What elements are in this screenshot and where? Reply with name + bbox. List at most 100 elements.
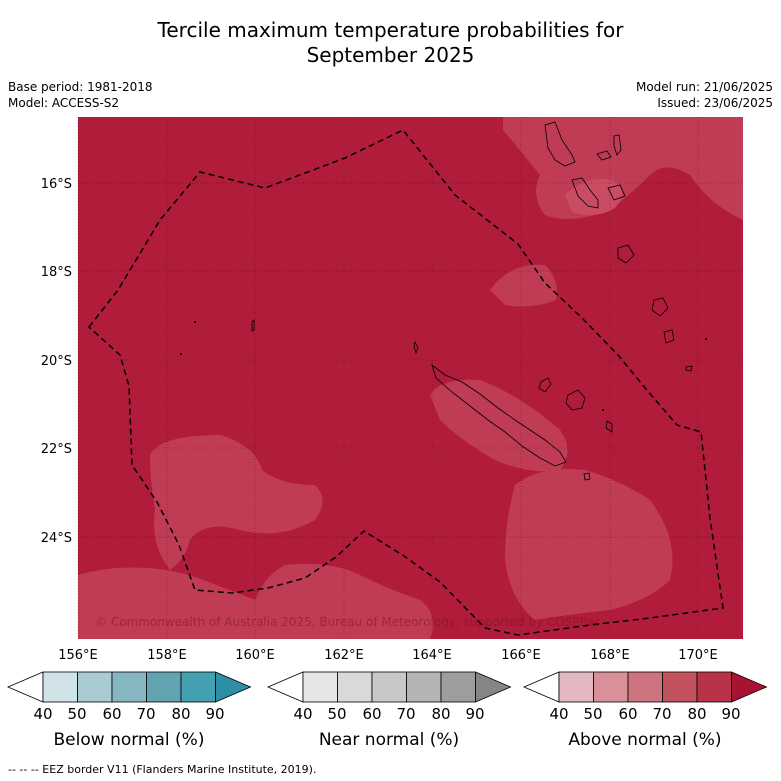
lon-label: 156°E xyxy=(58,648,98,663)
title-line-2: September 2025 xyxy=(306,43,475,67)
vanuatu-island-b xyxy=(613,134,622,156)
lon-label: 160°E xyxy=(235,648,275,663)
colorbar-near xyxy=(266,671,512,703)
colorbar-segment xyxy=(440,671,476,703)
colorbar-segment xyxy=(302,671,338,703)
efate-outline xyxy=(617,244,635,264)
tick-label: 60 xyxy=(618,705,638,723)
colorbar-extend-low xyxy=(266,671,304,703)
colorbar-segment xyxy=(77,671,113,703)
mare-outline xyxy=(565,389,586,411)
tick-label: 80 xyxy=(687,705,707,723)
model-name: Model: ACCESS-S2 xyxy=(8,96,120,110)
colorbar-segment xyxy=(371,671,407,703)
island-north-nc xyxy=(413,340,419,355)
colorbar-segment xyxy=(627,671,663,703)
patch-southwest xyxy=(150,435,323,570)
tick-label: 50 xyxy=(67,705,87,723)
coastlines xyxy=(251,121,693,481)
colorbar-extend-high xyxy=(475,671,512,703)
colorbar-segment xyxy=(146,671,182,703)
colorbar-near-label: Near normal (%) xyxy=(318,730,460,750)
tick-label: 40 xyxy=(33,705,53,723)
footer-legend: -- -- -- EEZ border V11 (Flanders Marine… xyxy=(8,763,317,776)
tick-label: 70 xyxy=(652,705,672,723)
model-run: Model run: 21/06/2025 xyxy=(635,80,773,94)
lat-label: 20°S xyxy=(41,354,72,369)
meta-right: Model run: 21/06/2025 Issued: 23/06/2025 xyxy=(636,79,773,111)
tick-label: 60 xyxy=(362,705,382,723)
tick-label: 40 xyxy=(549,705,569,723)
patch-east-middle xyxy=(490,264,557,307)
colorbar-extend-low xyxy=(6,671,44,703)
issued-date: Issued: 23/06/2025 xyxy=(657,96,773,110)
colorbar-segment xyxy=(662,671,698,703)
tick-label: 50 xyxy=(327,705,347,723)
tick-label: 90 xyxy=(721,705,741,723)
tick-label: 70 xyxy=(396,705,416,723)
lon-label: 158°E xyxy=(147,648,187,663)
tick-label: 80 xyxy=(431,705,451,723)
colorbar-segment xyxy=(593,671,629,703)
base-period: Base period: 1981-2018 xyxy=(8,80,153,94)
colorbar-segment xyxy=(406,671,442,703)
tick-label: 40 xyxy=(293,705,313,723)
tick-label: 70 xyxy=(136,705,156,723)
islet-dot xyxy=(180,353,182,355)
patch-south xyxy=(78,563,434,639)
patch-southeast xyxy=(505,469,673,620)
islet-east-1 xyxy=(605,420,613,433)
lon-label: 164°E xyxy=(412,648,452,663)
espiritu-santo-outline xyxy=(544,121,576,167)
meta-left: Base period: 1981-2018 Model: ACCESS-S2 xyxy=(8,79,153,111)
tick-label: 90 xyxy=(465,705,485,723)
tick-label: 50 xyxy=(583,705,603,723)
graticule xyxy=(77,117,743,639)
colorbar-segment xyxy=(42,671,78,703)
vanuatu-island-c xyxy=(607,184,626,201)
colorbar-extend-high xyxy=(215,671,252,703)
malekula-outline xyxy=(571,177,599,209)
chart-title: Tercile maximum temperature probabilitie… xyxy=(0,18,781,68)
colorbar-extend-high xyxy=(731,671,768,703)
tanna-outline xyxy=(663,329,675,344)
tick-label: 80 xyxy=(171,705,191,723)
lat-label: 24°S xyxy=(41,531,72,546)
eez-border xyxy=(87,129,724,636)
colorbar-segment xyxy=(696,671,732,703)
new-caledonia-outline xyxy=(431,363,567,467)
islet-dot xyxy=(194,321,196,323)
lon-label: 170°E xyxy=(678,648,718,663)
patch-new-caledonia xyxy=(430,379,568,472)
lat-label: 18°S xyxy=(41,265,72,280)
lon-label: 166°E xyxy=(501,648,541,663)
patch-northeast xyxy=(503,117,743,220)
colorbars xyxy=(6,671,768,703)
lat-label: 22°S xyxy=(41,442,72,457)
colorbar-extend-low xyxy=(522,671,560,703)
small-islets xyxy=(180,321,707,411)
colorbar-above xyxy=(522,671,768,703)
lat-labels: 16°S 18°S 20°S 22°S 24°S xyxy=(41,177,72,546)
lon-label: 168°E xyxy=(590,648,630,663)
lon-labels: 156°E 158°E 160°E 162°E 164°E 166°E 168°… xyxy=(58,648,718,663)
lat-label: 16°S xyxy=(41,177,72,192)
colorbar-segment xyxy=(558,671,594,703)
colorbar-below xyxy=(6,671,252,703)
probability-patches xyxy=(78,117,743,639)
colorbar-below-label: Below normal (%) xyxy=(53,730,205,750)
aneityum-outline xyxy=(685,365,693,372)
islet-dot xyxy=(705,338,707,340)
erromango-outline xyxy=(651,297,669,317)
colorbar-segment xyxy=(337,671,373,703)
colorbar-segment xyxy=(180,671,216,703)
tick-label: 90 xyxy=(205,705,225,723)
colorbar-segment xyxy=(111,671,147,703)
lifou-outline xyxy=(538,377,552,393)
islet-dot xyxy=(602,409,604,411)
lon-label: 162°E xyxy=(324,648,364,663)
isle-of-pines-outline xyxy=(583,472,591,481)
copyright-note: © Commonwealth of Australia 2025, Bureau… xyxy=(95,615,600,629)
title-line-1: Tercile maximum temperature probabilitie… xyxy=(157,18,624,42)
